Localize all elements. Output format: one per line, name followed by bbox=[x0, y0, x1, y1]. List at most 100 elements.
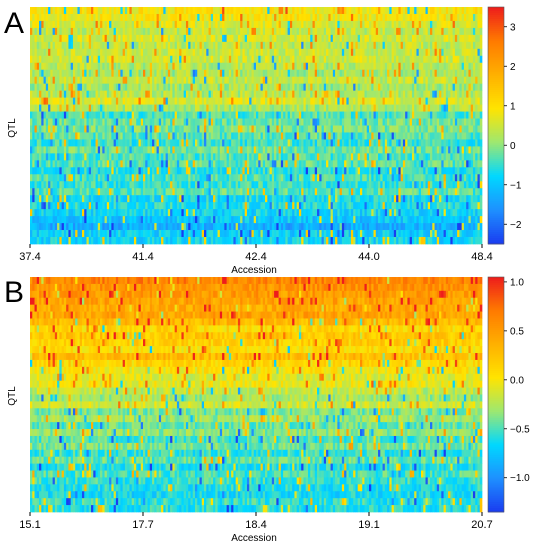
heatmap-cell bbox=[100, 97, 103, 105]
heatmap-cell bbox=[405, 132, 408, 140]
heatmap-cell bbox=[122, 83, 126, 91]
heatmap-cell bbox=[199, 125, 203, 133]
heatmap-cell bbox=[418, 97, 422, 105]
heatmap-cell bbox=[39, 20, 42, 29]
heatmap-cell bbox=[190, 97, 194, 105]
heatmap-cell bbox=[41, 111, 44, 119]
heatmap-cell bbox=[420, 125, 424, 133]
heatmap-cell bbox=[287, 174, 291, 182]
heatmap-cell bbox=[72, 125, 76, 133]
heatmap-cell bbox=[344, 69, 347, 78]
heatmap-cell bbox=[122, 55, 126, 64]
heatmap-cell bbox=[434, 111, 438, 119]
heatmap-cell bbox=[72, 41, 76, 50]
heatmap-cell bbox=[389, 13, 392, 22]
heatmap-cell bbox=[350, 139, 354, 147]
heatmap-cell bbox=[167, 160, 171, 168]
heatmap-cell bbox=[233, 160, 237, 168]
heatmap-cell bbox=[237, 76, 241, 85]
heatmap-cell bbox=[371, 55, 374, 64]
heatmap-cell bbox=[50, 139, 53, 147]
heatmap-cell bbox=[317, 146, 320, 154]
heatmap-cell bbox=[237, 139, 241, 147]
heatmap-cell bbox=[133, 118, 137, 126]
heatmap-cell bbox=[66, 167, 69, 175]
heatmap-cell bbox=[93, 48, 96, 57]
heatmap-cell bbox=[466, 167, 469, 175]
heatmap-cell bbox=[260, 111, 264, 119]
heatmap-cell bbox=[344, 174, 347, 182]
heatmap-cell bbox=[312, 55, 316, 64]
heatmap-cell bbox=[242, 90, 246, 98]
heatmap-cell bbox=[301, 83, 304, 91]
heatmap-cell bbox=[443, 139, 447, 147]
heatmap-cell bbox=[185, 104, 189, 112]
heatmap-cell bbox=[366, 167, 370, 175]
heatmap-cell bbox=[326, 167, 329, 175]
heatmap-cell bbox=[244, 90, 248, 98]
heatmap-cell bbox=[344, 7, 347, 15]
heatmap-cell bbox=[310, 104, 313, 112]
heatmap-cell bbox=[411, 20, 415, 29]
heatmap-cell bbox=[321, 27, 325, 36]
heatmap-cell bbox=[400, 174, 404, 182]
heatmap-cell bbox=[39, 69, 42, 78]
heatmap-cell bbox=[305, 125, 309, 133]
heatmap-cell bbox=[199, 160, 203, 168]
heatmap-cell bbox=[355, 111, 359, 119]
heatmap-cell bbox=[251, 27, 255, 36]
heatmap-cell bbox=[124, 34, 128, 43]
heatmap-cell bbox=[61, 118, 65, 126]
heatmap-cell bbox=[149, 160, 153, 168]
heatmap-cell bbox=[140, 7, 144, 15]
heatmap-cell bbox=[154, 90, 157, 98]
heatmap-cell bbox=[301, 125, 304, 133]
heatmap-cell bbox=[36, 160, 40, 168]
heatmap-cell bbox=[434, 48, 438, 57]
heatmap-cell bbox=[317, 104, 320, 112]
heatmap-cell bbox=[167, 125, 171, 133]
heatmap-cell bbox=[310, 34, 313, 43]
heatmap-cell bbox=[72, 69, 76, 78]
heatmap-cell bbox=[226, 62, 230, 71]
heatmap-cell bbox=[41, 90, 44, 98]
heatmap-cell bbox=[436, 160, 440, 168]
heatmap-cell bbox=[414, 153, 417, 161]
heatmap-cell bbox=[43, 27, 47, 36]
heatmap-cell bbox=[265, 118, 268, 126]
heatmap-cell bbox=[100, 139, 103, 147]
heatmap-cell bbox=[278, 41, 282, 50]
heatmap-cell bbox=[36, 111, 40, 119]
heatmap-cell bbox=[52, 13, 56, 22]
heatmap-cell bbox=[66, 160, 69, 168]
heatmap-cell bbox=[77, 167, 81, 175]
heatmap-cell bbox=[109, 160, 112, 168]
heatmap-cell bbox=[206, 34, 209, 43]
heatmap-cell bbox=[323, 125, 327, 133]
heatmap-cell bbox=[301, 90, 304, 98]
heatmap-cell bbox=[366, 139, 370, 147]
heatmap-cell bbox=[285, 48, 288, 57]
heatmap-cell bbox=[369, 76, 372, 85]
heatmap-cell bbox=[93, 20, 96, 29]
heatmap-cell bbox=[328, 7, 331, 15]
heatmap-cell bbox=[384, 13, 388, 22]
heatmap-cell bbox=[197, 160, 200, 168]
heatmap-cell bbox=[298, 139, 302, 147]
heatmap-cell bbox=[436, 20, 440, 29]
heatmap-cell bbox=[405, 118, 408, 126]
heatmap-cell bbox=[161, 76, 164, 85]
heatmap-cell bbox=[312, 90, 316, 98]
heatmap-cell bbox=[353, 139, 356, 147]
heatmap-cell bbox=[213, 174, 216, 182]
heatmap-cell bbox=[213, 90, 216, 98]
heatmap-cell bbox=[357, 174, 361, 182]
heatmap-cell bbox=[423, 69, 426, 78]
heatmap-cell bbox=[369, 41, 372, 50]
heatmap-cell bbox=[163, 90, 166, 98]
heatmap-cell bbox=[287, 153, 291, 161]
heatmap-cell bbox=[179, 13, 182, 22]
heatmap-cell bbox=[436, 13, 440, 22]
heatmap-cell bbox=[138, 167, 142, 175]
heatmap-cell bbox=[226, 167, 230, 175]
